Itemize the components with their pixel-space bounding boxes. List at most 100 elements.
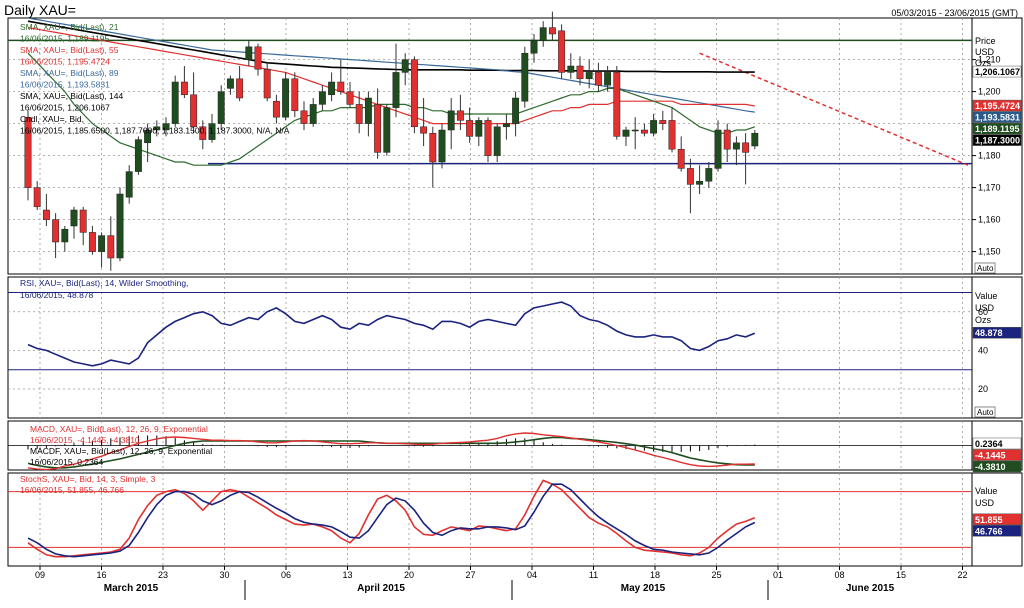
candle-body bbox=[208, 123, 216, 140]
candle-body bbox=[650, 120, 658, 134]
rsi-tick-label: 60 bbox=[978, 307, 988, 317]
date-tick-label: 04 bbox=[527, 570, 537, 580]
candle-body bbox=[668, 120, 676, 150]
candle-body bbox=[475, 120, 483, 137]
rsi-badge bbox=[972, 326, 1022, 339]
stoch-axis-header: Value bbox=[975, 486, 997, 496]
price-badge-label: 1,195.4724 bbox=[975, 101, 1020, 111]
stoch-badge-label: 51.855 bbox=[975, 515, 1003, 525]
month-label: June 2015 bbox=[846, 583, 895, 594]
macd-legend-entry: MACDF, XAU=, Bid(Last), 12, 26, 9, Expon… bbox=[30, 446, 212, 456]
candle-body bbox=[401, 59, 409, 73]
price-badge bbox=[972, 122, 1022, 135]
candle-body bbox=[640, 129, 648, 134]
candle-body bbox=[52, 219, 60, 243]
price-legend-entry: SMA, XAU=, Bid(Last), 89 bbox=[20, 68, 119, 78]
candle-body bbox=[512, 97, 520, 124]
candle-body bbox=[162, 123, 170, 131]
price-badge bbox=[972, 134, 1022, 146]
candle-body bbox=[328, 81, 336, 96]
candle-body bbox=[337, 81, 345, 92]
price-legend-entry: SMA, XAU=, Bid(Last), 55 bbox=[20, 45, 119, 55]
price-legend-entry: SMA, XAU=, Bid(Last), 21 bbox=[20, 22, 119, 32]
price-tick-label: 1,160 bbox=[978, 215, 1001, 225]
candle-body bbox=[374, 104, 382, 153]
candle-body bbox=[558, 30, 566, 73]
sma144-line bbox=[27, 20, 755, 73]
price-badge bbox=[972, 99, 1022, 112]
date-tick-label: 27 bbox=[465, 570, 475, 580]
macd-badge bbox=[972, 449, 1022, 461]
sma55-line bbox=[27, 27, 755, 125]
candle-body bbox=[751, 132, 759, 147]
macd-badge-label: 0.2364 bbox=[975, 439, 1003, 449]
candle-body bbox=[309, 104, 317, 124]
date-tick-label: 23 bbox=[158, 570, 168, 580]
price-axis-header: USD bbox=[975, 47, 995, 57]
month-label: March 2015 bbox=[104, 583, 159, 594]
candle-body bbox=[134, 139, 142, 172]
axis-frame-stoch bbox=[971, 472, 1023, 567]
candle-body bbox=[190, 94, 198, 128]
date-tick-label: 18 bbox=[650, 570, 660, 580]
price-badge-label: 1,187.3000 bbox=[975, 136, 1020, 146]
rsi-legend-entry: RSI, XAU=, Bid(Last), 14, Wilder Smoothi… bbox=[20, 278, 188, 288]
candle-body bbox=[705, 168, 713, 182]
candle-body bbox=[254, 46, 262, 70]
candle-body bbox=[217, 91, 225, 124]
price-tick-label: 1,200 bbox=[978, 87, 1001, 97]
price-badge-label: 1,189.1195 bbox=[975, 124, 1020, 134]
date-tick-label: 30 bbox=[219, 570, 229, 580]
rsi-tick-label: 40 bbox=[978, 345, 988, 355]
price-tick-label: 1,210 bbox=[978, 55, 1001, 65]
price-tick-label: 1,180 bbox=[978, 151, 1001, 161]
date-tick-label: 06 bbox=[281, 570, 291, 580]
candle-body bbox=[107, 235, 115, 259]
candle-body bbox=[567, 65, 575, 73]
date-tick-label: 16 bbox=[96, 570, 106, 580]
candle-body bbox=[144, 129, 152, 144]
date-tick-label: 15 bbox=[896, 570, 906, 580]
axis-frame-rsi bbox=[971, 276, 1023, 419]
candle-body bbox=[530, 40, 538, 54]
candle-body bbox=[732, 142, 740, 150]
candle-body bbox=[355, 104, 363, 124]
candle-body bbox=[272, 100, 280, 118]
candle-body bbox=[291, 78, 299, 112]
price-tick-label: 1,170 bbox=[978, 183, 1001, 193]
sma21-line bbox=[27, 52, 755, 166]
stoch-badge bbox=[972, 525, 1022, 537]
rsi-axis-header: Ozs bbox=[975, 315, 992, 325]
date-tick-label: 20 bbox=[404, 570, 414, 580]
candle-body bbox=[539, 27, 547, 41]
candle-body bbox=[631, 129, 639, 132]
candle-body bbox=[493, 126, 501, 156]
macd-badge-label: -4.1445 bbox=[975, 450, 1006, 460]
candle-body bbox=[420, 126, 428, 134]
candle-body bbox=[88, 232, 96, 252]
candle-body bbox=[180, 81, 188, 96]
candle-body bbox=[696, 180, 704, 185]
candle-body bbox=[585, 72, 593, 80]
candle-body bbox=[199, 126, 207, 140]
date-tick-label: 01 bbox=[773, 570, 783, 580]
candle-body bbox=[318, 91, 326, 105]
rsi-line bbox=[27, 301, 756, 367]
sma89-line bbox=[27, 17, 755, 113]
rsi-tick-label: 20 bbox=[978, 384, 988, 394]
candle-body bbox=[456, 110, 464, 121]
candle-body bbox=[613, 72, 621, 137]
price-legend-entry: SMA, XAU=, Bid(Last), 144 bbox=[20, 91, 123, 101]
rsi-axis-header: Value bbox=[975, 291, 997, 301]
candle-body bbox=[263, 68, 271, 99]
candle-body bbox=[438, 129, 446, 163]
rsi-badge-label: 48.878 bbox=[975, 328, 1003, 338]
candle-body bbox=[622, 129, 630, 137]
price-badge bbox=[972, 65, 1022, 78]
candle-body bbox=[714, 129, 722, 169]
candle-body bbox=[594, 72, 602, 86]
month-label: May 2015 bbox=[621, 583, 666, 594]
pane-frame-rsi bbox=[7, 276, 973, 419]
price-badge-label: 1,206.1067 bbox=[975, 67, 1020, 77]
